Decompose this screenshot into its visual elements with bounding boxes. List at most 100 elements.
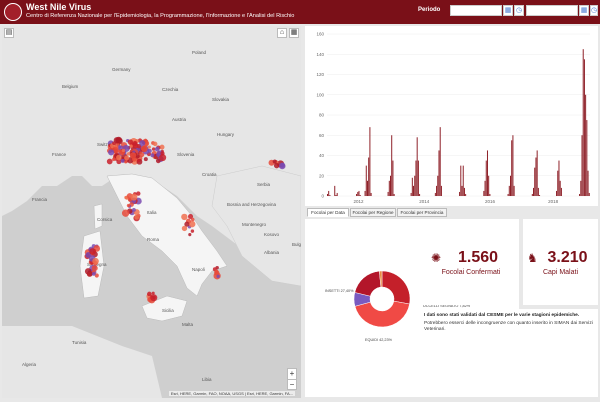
outbreak-marker[interactable]	[136, 159, 141, 163]
outbreak-marker[interactable]	[140, 145, 148, 153]
outbreak-marker[interactable]	[131, 207, 136, 212]
chart-bar[interactable]	[388, 180, 390, 196]
chart-bar[interactable]	[364, 190, 366, 196]
chart-bar[interactable]	[329, 194, 331, 196]
chart-bar[interactable]	[579, 193, 581, 196]
chart-bar[interactable]	[365, 165, 367, 196]
outbreak-marker[interactable]	[129, 152, 137, 159]
outbreak-marker[interactable]	[187, 213, 194, 220]
outbreak-marker[interactable]	[86, 271, 93, 277]
chart-bar[interactable]	[484, 180, 486, 196]
outbreak-marker[interactable]	[121, 209, 130, 217]
chart-bar[interactable]	[534, 167, 536, 196]
chart-bar[interactable]	[585, 94, 587, 196]
outbreak-marker[interactable]	[124, 195, 128, 200]
chart-bar[interactable]	[533, 187, 535, 196]
outbreak-marker[interactable]	[124, 155, 130, 161]
map-view[interactable]: Belgium Germany Poland Czechia Slovakia Austr…	[2, 26, 301, 398]
outbreak-marker[interactable]	[150, 153, 155, 158]
outbreak-marker[interactable]	[126, 203, 131, 208]
chart-bar[interactable]	[510, 175, 511, 196]
clock-icon[interactable]: ◷	[590, 5, 598, 16]
chart-bar[interactable]	[489, 193, 491, 196]
chart-bar[interactable]	[414, 175, 416, 196]
outbreak-marker[interactable]	[85, 251, 92, 258]
chart-bar[interactable]	[358, 190, 360, 196]
chart-bar[interactable]	[539, 194, 541, 196]
outbreak-marker[interactable]	[147, 291, 152, 297]
outbreak-marker[interactable]	[131, 142, 139, 149]
chart-bar[interactable]	[390, 175, 391, 196]
chart-bar[interactable]	[437, 175, 439, 196]
chart-bar[interactable]	[508, 185, 510, 196]
chart-bar[interactable]	[580, 180, 582, 196]
outbreak-marker[interactable]	[150, 294, 158, 302]
basemap-icon[interactable]: ▦	[289, 28, 299, 38]
outbreak-marker[interactable]	[139, 151, 145, 158]
outbreak-marker[interactable]	[143, 157, 148, 162]
chart-bar[interactable]	[583, 59, 585, 196]
home-icon[interactable]: ⌂	[277, 28, 287, 38]
tab-focolai-per-regione[interactable]: Focolai per Regione	[350, 208, 396, 217]
chart-bar[interactable]	[586, 120, 588, 196]
outbreak-marker[interactable]	[181, 213, 188, 221]
chart-bar[interactable]	[507, 193, 509, 196]
chart-bar[interactable]	[393, 193, 395, 196]
chart-bar[interactable]	[462, 165, 464, 196]
chart-bar[interactable]	[387, 191, 389, 196]
outbreak-marker[interactable]	[273, 162, 280, 169]
outbreak-marker[interactable]	[124, 160, 128, 164]
outbreak-marker[interactable]	[116, 154, 122, 161]
outbreak-marker[interactable]	[121, 148, 126, 153]
chart-bar[interactable]	[438, 150, 440, 196]
tab-focolai-per-provincia[interactable]: Focolai per Provincia	[397, 208, 447, 217]
chart-bar[interactable]	[436, 185, 438, 196]
chart-bar[interactable]	[558, 160, 560, 196]
outbreak-marker[interactable]	[139, 140, 146, 147]
calendar-icon[interactable]: ▦	[503, 5, 513, 16]
chart-bar[interactable]	[359, 194, 361, 196]
outbreak-marker[interactable]	[190, 217, 195, 222]
outbreak-marker[interactable]	[92, 257, 99, 265]
outbreak-marker[interactable]	[91, 265, 98, 272]
layers-icon[interactable]: ▤	[4, 28, 14, 38]
chart-bar[interactable]	[557, 170, 559, 196]
chart-bar[interactable]	[560, 187, 562, 196]
chart-bar[interactable]	[439, 127, 441, 196]
chart-bar[interactable]	[440, 185, 442, 196]
chart-bar[interactable]	[581, 135, 583, 196]
outbreak-marker[interactable]	[120, 158, 125, 163]
clock-icon[interactable]: ◷	[514, 5, 524, 16]
outbreak-marker[interactable]	[272, 159, 277, 164]
chart-bar[interactable]	[559, 180, 561, 196]
outbreak-marker[interactable]	[126, 152, 131, 156]
zoom-in-button[interactable]: +	[289, 369, 295, 378]
outbreak-marker[interactable]	[151, 147, 156, 151]
chart-bar[interactable]	[356, 193, 358, 196]
chart-bar[interactable]	[335, 194, 337, 196]
chart-bar[interactable]	[357, 191, 359, 196]
chart-bar[interactable]	[582, 49, 584, 196]
chart-bar[interactable]	[535, 157, 537, 196]
chart-bar[interactable]	[465, 193, 467, 196]
tab-focolai-per-data[interactable]: Focolai per Data	[307, 208, 349, 217]
outbreak-marker[interactable]	[151, 291, 155, 295]
chart-bar[interactable]	[392, 160, 394, 196]
outbreak-marker[interactable]	[159, 154, 167, 162]
outbreak-marker[interactable]	[147, 148, 152, 153]
chart-bar[interactable]	[459, 191, 461, 196]
outbreak-marker[interactable]	[91, 271, 96, 276]
donut-slice[interactable]	[354, 300, 410, 328]
chart-bar[interactable]	[410, 192, 412, 196]
chart-bar[interactable]	[334, 185, 336, 196]
outbreak-marker[interactable]	[113, 137, 120, 144]
outbreak-marker[interactable]	[108, 149, 115, 156]
outbreak-marker[interactable]	[152, 141, 158, 147]
chart-bar[interactable]	[460, 165, 462, 196]
donut-slice[interactable]	[381, 270, 411, 305]
outbreak-marker[interactable]	[129, 144, 133, 148]
donut-slice[interactable]	[379, 270, 383, 288]
chart-bar[interactable]	[327, 193, 328, 196]
chart-bar[interactable]	[370, 192, 372, 196]
start-date-input[interactable]	[450, 5, 502, 16]
